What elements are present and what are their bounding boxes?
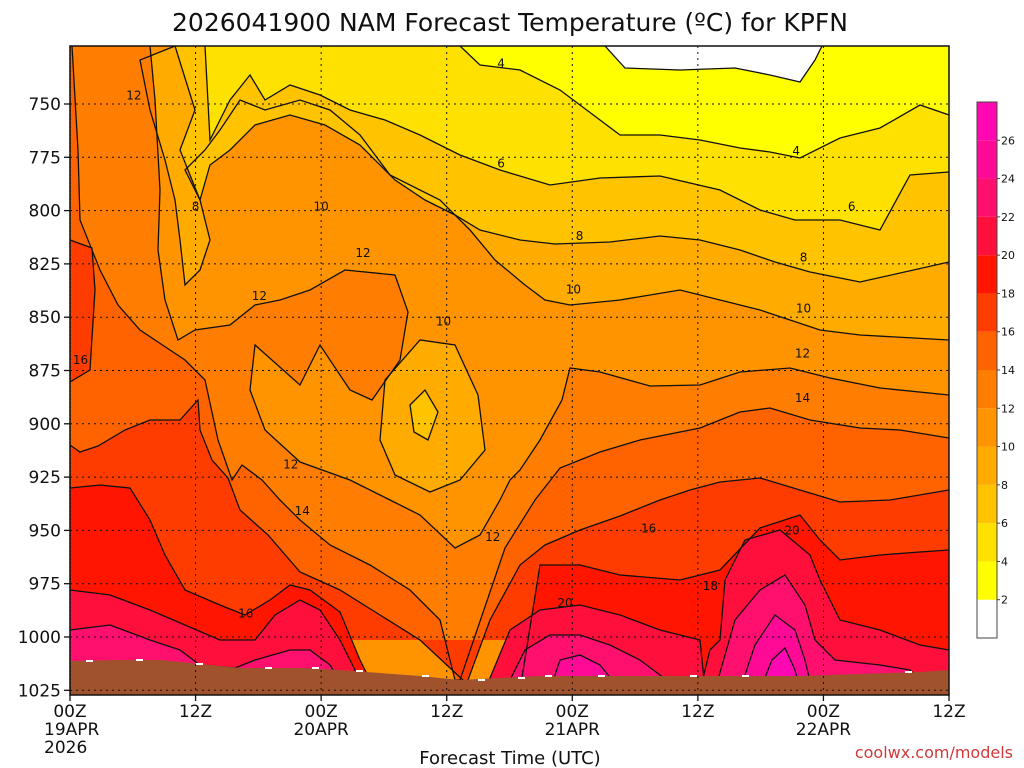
contour-label: 12 xyxy=(485,530,500,544)
y-tick-label: 750 xyxy=(29,95,61,115)
colorbar-swatch xyxy=(977,293,997,332)
colorbar-swatch xyxy=(977,446,997,485)
colorbar-label: 4 xyxy=(1001,555,1008,568)
y-tick-label: 825 xyxy=(29,255,61,275)
x-tick-label: 00Z xyxy=(807,702,840,722)
contour-label: 8 xyxy=(576,229,584,243)
x-tick-label: 12Z xyxy=(430,702,463,722)
colorbar-label: 12 xyxy=(1001,402,1015,415)
colorbar-label: 20 xyxy=(1001,249,1015,262)
colorbar-label: 2 xyxy=(1001,594,1008,607)
band-below-2 xyxy=(605,46,822,82)
watermark-text: coolwx.com/models xyxy=(855,743,1013,762)
y-tick-label: 1025 xyxy=(18,681,61,701)
y-tick-label: 925 xyxy=(29,468,61,488)
x-tick-label: 19APR xyxy=(44,720,100,740)
colorbar-swatch xyxy=(977,408,997,447)
contour-label: 4 xyxy=(792,144,800,158)
colorbar-swatch xyxy=(977,561,997,600)
colorbar-label: 16 xyxy=(1001,326,1015,339)
contour-label: 10 xyxy=(314,199,329,213)
contour-label: 8 xyxy=(800,251,808,265)
contour-label: 16 xyxy=(238,607,253,621)
colorbar-swatch xyxy=(977,102,997,141)
colorbar-swatch xyxy=(977,255,997,294)
temperature-field: 4 4 6 6 8 8 8 10 10 10 10 12 12 12 12 12 12 14 14 16 16 16 18 2… xyxy=(70,46,949,695)
y-tick-label: 875 xyxy=(29,362,61,382)
band-2-4 xyxy=(460,46,949,158)
x-tick-label: 00Z xyxy=(305,702,338,722)
y-tick-label: 800 xyxy=(29,202,61,222)
ground-edge-marks xyxy=(86,659,912,681)
contour-labels: 4 4 6 6 8 8 8 10 10 10 10 12 12 12 12 12 12 14 14 16 16 16 18 2… xyxy=(73,56,856,621)
x-tick-label: 12Z xyxy=(681,702,714,722)
grid-lines xyxy=(70,46,949,695)
colorbar-label: 6 xyxy=(1001,517,1008,530)
band-6-8-pocket xyxy=(410,390,438,440)
contour-label: 14 xyxy=(295,504,310,518)
contour-label: 10 xyxy=(796,302,811,316)
y-tick-label: 775 xyxy=(29,148,61,168)
colorbar-label: 22 xyxy=(1001,211,1015,224)
contour-label: 12 xyxy=(252,289,267,303)
y-tick-label: 975 xyxy=(29,575,61,595)
contour-label: 20 xyxy=(557,596,572,610)
contour-label: 12 xyxy=(795,346,810,360)
colorbar-swatch xyxy=(977,523,997,562)
contour-label: 10 xyxy=(566,282,581,296)
contour-label: 12 xyxy=(126,88,141,102)
y-axis: 750 775 800 825 850 875 900 925 950 975 1000 1025 xyxy=(18,95,70,701)
colorbar-label: 14 xyxy=(1001,364,1015,377)
chart-title: 2026041900 NAM Forecast Temperature (ºC)… xyxy=(172,8,848,37)
contour-label: 12 xyxy=(283,457,298,471)
colorbar-label: 18 xyxy=(1001,287,1015,300)
x-tick-label: 21APR xyxy=(545,720,601,740)
contour-label: 12 xyxy=(355,246,370,260)
colorbar-swatch xyxy=(977,484,997,524)
x-tick-label: 22APR xyxy=(796,720,852,740)
colorbar-swatch xyxy=(977,331,997,370)
contour-label: 18 xyxy=(703,579,718,593)
contour-label: 8 xyxy=(192,199,200,213)
contour-label: 4 xyxy=(497,56,505,70)
contour-label: 16 xyxy=(641,521,656,535)
x-axis-label: Forecast Time (UTC) xyxy=(419,748,600,768)
x-tick-label: 12Z xyxy=(179,702,212,722)
colorbar-label: 10 xyxy=(1001,441,1015,454)
y-tick-label: 1000 xyxy=(18,628,61,648)
y-tick-label: 950 xyxy=(29,521,61,541)
colorbar-label: 8 xyxy=(1001,479,1008,492)
ground-terrain xyxy=(70,660,949,695)
contour-label: 16 xyxy=(73,353,88,367)
colorbar-label: 24 xyxy=(1001,173,1015,186)
colorbar-swatch xyxy=(977,370,997,409)
y-tick-label: 850 xyxy=(29,308,61,328)
x-tick-label: 20APR xyxy=(293,720,349,740)
band-16-18 xyxy=(70,46,949,682)
colorbar-swatch xyxy=(977,599,997,638)
contour-label: 14 xyxy=(795,391,810,405)
x-tick-label: 00Z xyxy=(556,702,589,722)
x-tick-label: 00Z xyxy=(53,702,86,722)
y-tick-label: 900 xyxy=(29,415,61,435)
colorbar-swatch xyxy=(977,216,997,256)
x-tick-label: 12Z xyxy=(932,702,965,722)
colorbar-label: 26 xyxy=(1001,134,1015,147)
colorbar-swatch xyxy=(977,178,997,217)
contour-label: 20 xyxy=(784,523,799,537)
contour-label: 6 xyxy=(848,199,856,213)
colorbar-swatch xyxy=(977,140,997,179)
contour-label: 10 xyxy=(436,314,451,328)
x-tick-label: 2026 xyxy=(44,738,87,758)
contour-label: 6 xyxy=(497,157,505,171)
